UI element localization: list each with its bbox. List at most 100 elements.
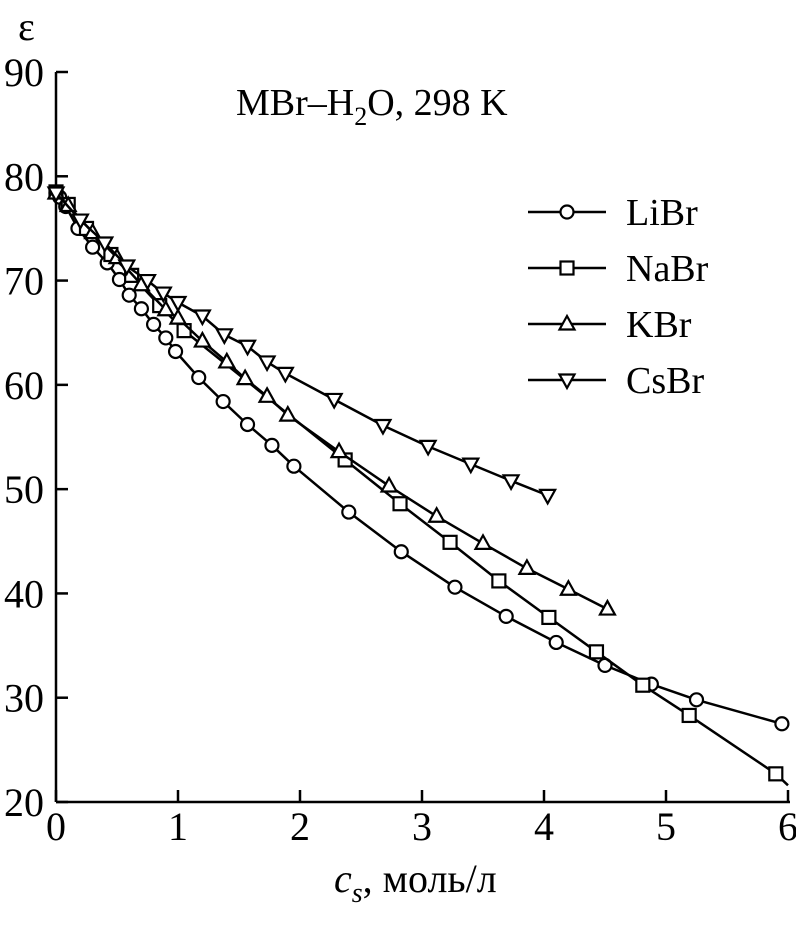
legend-item-KBr: KBr <box>528 304 692 346</box>
legend-item-NaBr: NaBr <box>528 248 709 290</box>
x-tick-label-5: 5 <box>656 804 676 849</box>
point-KBr-11 <box>278 404 298 422</box>
legend-marker-LiBr <box>559 204 575 220</box>
point-NaBr-15 <box>768 766 784 782</box>
point-CsBr-8 <box>214 328 234 346</box>
series-line-CsBr <box>55 192 549 497</box>
y-tick-label-0: 20 <box>4 780 44 825</box>
point-LiBr-12 <box>191 369 207 386</box>
x-tick-label-2: 2 <box>290 804 310 849</box>
point-CsBr-4 <box>138 273 157 291</box>
point-CsBr-17 <box>538 488 558 506</box>
y-axis-label: ε <box>18 4 35 49</box>
point-LiBr-25 <box>774 716 790 732</box>
point-NaBr-10 <box>491 573 507 589</box>
y-tick-label-7: 90 <box>4 50 44 95</box>
y-tick-label-1: 30 <box>4 676 44 721</box>
point-KBr-16 <box>517 558 537 576</box>
point-LiBr-19 <box>447 579 463 595</box>
point-NaBr-11 <box>541 609 557 626</box>
point-LiBr-7 <box>121 287 137 303</box>
x-tick-label-0: 0 <box>46 804 66 849</box>
point-NaBr-9 <box>442 534 458 550</box>
point-NaBr-8 <box>392 496 408 512</box>
legend-marker-NaBr <box>559 260 575 276</box>
legend-label-NaBr: NaBr <box>626 248 709 290</box>
point-KBr-12 <box>329 441 349 459</box>
point-KBr-18 <box>598 598 617 616</box>
point-LiBr-8 <box>133 301 149 317</box>
legend-label-LiBr: LiBr <box>626 192 698 234</box>
point-CsBr-5 <box>153 286 173 304</box>
point-LiBr-6 <box>111 271 128 288</box>
point-CsBr-0 <box>46 186 66 204</box>
point-LiBr-16 <box>286 458 302 474</box>
point-CsBr-13 <box>373 418 393 436</box>
point-CsBr-12 <box>324 392 344 410</box>
point-LiBr-18 <box>393 544 409 560</box>
point-LiBr-4 <box>84 239 101 255</box>
point-CsBr-2 <box>95 236 115 254</box>
point-KBr-17 <box>559 578 578 596</box>
point-CsBr-9 <box>238 339 257 357</box>
y-tick-label-4: 60 <box>4 363 44 408</box>
legend-label-CsBr: CsBr <box>626 360 704 402</box>
legend-marker-CsBr <box>557 373 577 391</box>
point-LiBr-9 <box>146 316 162 332</box>
point-KBr-6 <box>168 307 188 325</box>
point-CsBr-6 <box>168 295 188 313</box>
point-KBr-13 <box>379 475 399 493</box>
x-tick-label-4: 4 <box>534 804 554 849</box>
legend-label-KBr: KBr <box>626 304 692 346</box>
axes <box>54 72 790 804</box>
x-tick-label-3: 3 <box>412 804 432 849</box>
x-tick-label-6: 6 <box>778 804 796 849</box>
x-axis-label-var: c <box>334 856 352 901</box>
legend-marker-KBr <box>557 313 577 331</box>
point-NaBr-6 <box>176 323 192 339</box>
point-NaBr-12 <box>588 644 605 660</box>
chart-title-rest: O, 298 K <box>367 82 508 124</box>
point-CsBr-10 <box>257 355 277 373</box>
point-LiBr-11 <box>167 343 184 360</box>
series-layer <box>46 182 790 787</box>
chart-title-main: MBr–H <box>236 82 354 124</box>
point-LiBr-24 <box>688 692 705 708</box>
chart-title: MBr–H2O, 298 K <box>236 82 508 131</box>
point-LiBr-14 <box>239 416 256 433</box>
point-LiBr-17 <box>341 504 357 520</box>
point-LiBr-10 <box>158 330 174 346</box>
point-KBr-14 <box>427 505 447 523</box>
point-KBr-5 <box>156 299 176 317</box>
x-tick-label-1: 1 <box>168 804 188 849</box>
point-LiBr-21 <box>548 634 564 651</box>
point-CsBr-3 <box>117 259 137 277</box>
legend: LiBr NaBr KBr CsBr <box>528 192 709 402</box>
point-NaBr-13 <box>635 677 651 693</box>
point-CsBr-14 <box>418 439 438 457</box>
point-CsBr-7 <box>193 309 212 327</box>
point-KBr-15 <box>473 533 493 550</box>
point-CsBr-1 <box>71 213 90 231</box>
y-tick-label-2: 40 <box>4 571 44 616</box>
y-tick-label-6: 80 <box>4 154 44 199</box>
point-LiBr-20 <box>498 608 514 624</box>
x-axis-label-unit: , моль/л <box>363 856 497 901</box>
legend-item-LiBr: LiBr <box>528 192 698 234</box>
y-tick-label-3: 50 <box>4 467 44 512</box>
point-CsBr-16 <box>501 474 521 492</box>
x-axis-label: cs, моль/л <box>334 856 497 909</box>
ticks: 0 1 2 3 4 5 6 20 30 40 50 60 70 80 90 <box>4 50 796 849</box>
y-tick-label-5: 70 <box>4 259 44 304</box>
point-KBr-10 <box>257 386 277 403</box>
x-axis-label-subscript: s <box>352 878 363 909</box>
point-LiBr-13 <box>215 393 231 410</box>
point-CsBr-15 <box>461 457 481 475</box>
chart-title-subscript: 2 <box>354 102 367 131</box>
point-CsBr-11 <box>275 366 295 384</box>
point-KBr-7 <box>193 330 212 348</box>
legend-item-CsBr: CsBr <box>528 360 704 402</box>
point-NaBr-14 <box>681 707 697 724</box>
point-LiBr-15 <box>264 437 280 453</box>
